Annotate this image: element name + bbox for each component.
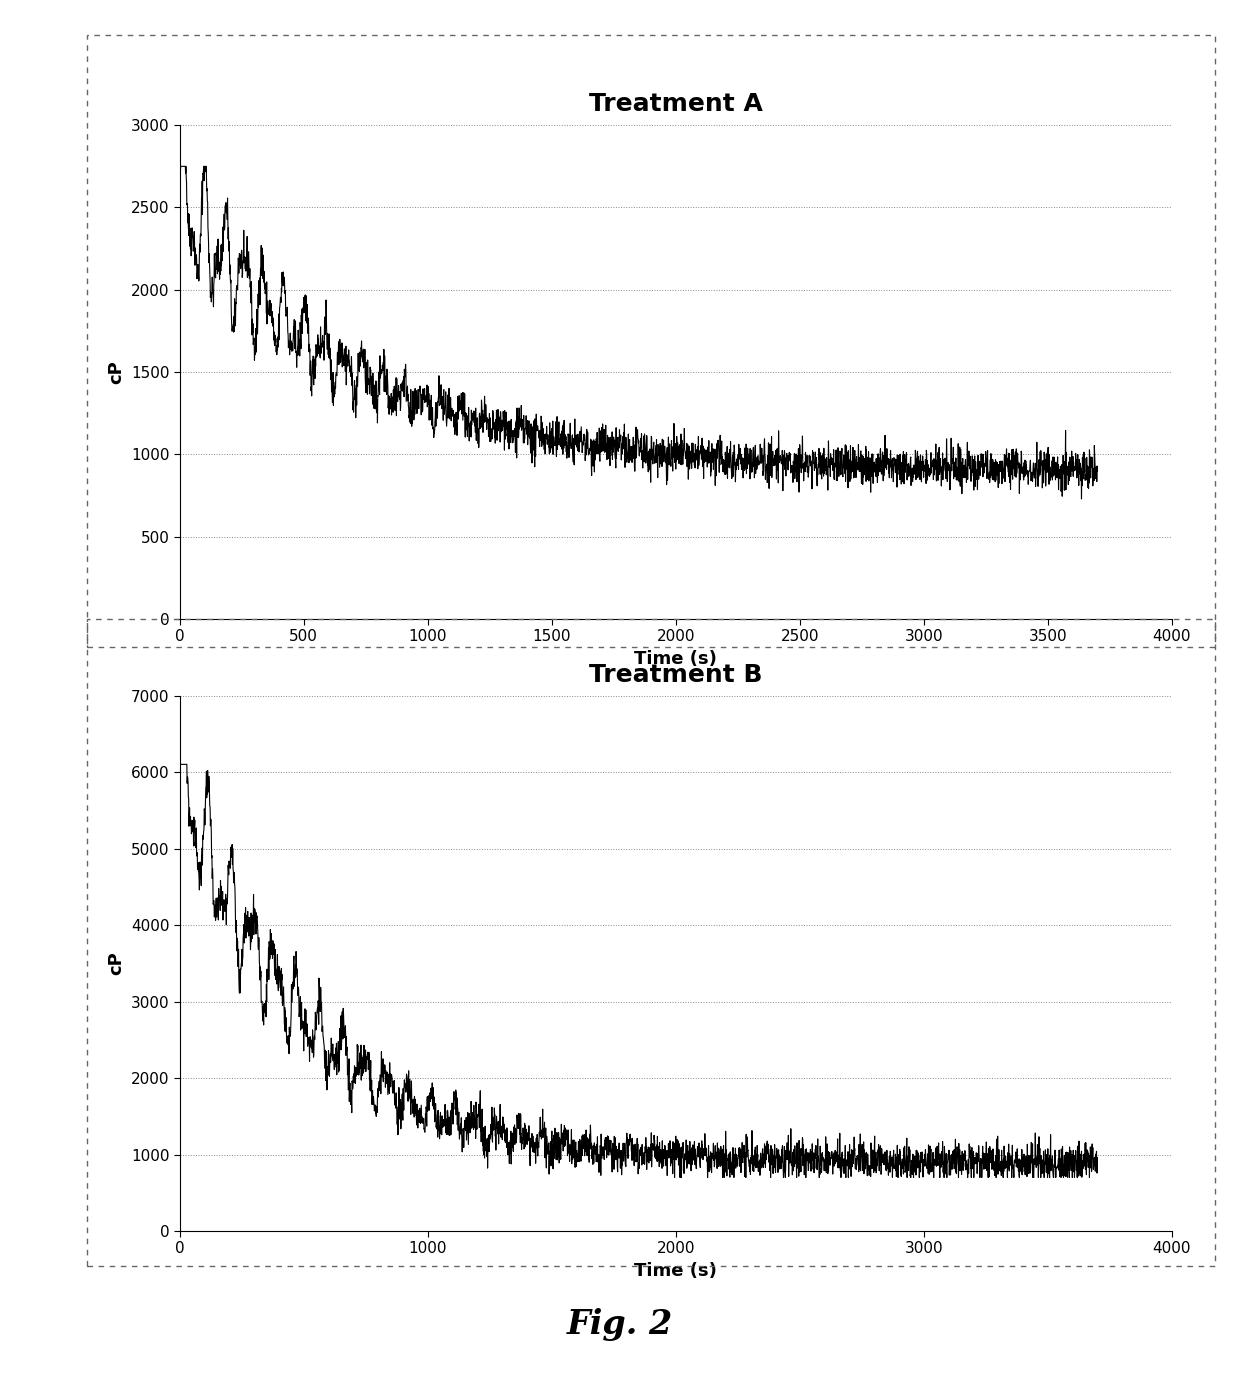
- Y-axis label: cP: cP: [107, 360, 125, 384]
- X-axis label: Time (s): Time (s): [635, 650, 717, 668]
- Title: Treatment B: Treatment B: [589, 662, 763, 687]
- Text: Fig. 2: Fig. 2: [567, 1308, 673, 1341]
- Y-axis label: cP: cP: [107, 951, 125, 975]
- X-axis label: Time (s): Time (s): [635, 1262, 717, 1280]
- Title: Treatment A: Treatment A: [589, 92, 763, 117]
